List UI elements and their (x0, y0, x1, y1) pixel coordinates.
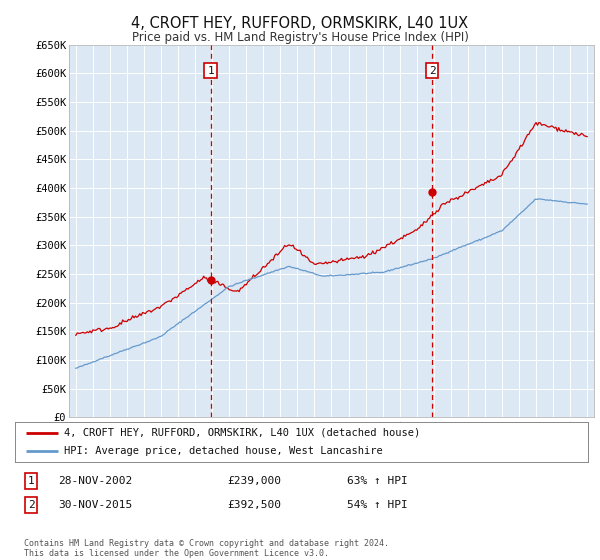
Text: 4, CROFT HEY, RUFFORD, ORMSKIRK, L40 1UX: 4, CROFT HEY, RUFFORD, ORMSKIRK, L40 1UX (131, 16, 469, 31)
Text: 63% ↑ HPI: 63% ↑ HPI (347, 476, 408, 486)
Text: HPI: Average price, detached house, West Lancashire: HPI: Average price, detached house, West… (64, 446, 382, 456)
Text: 1: 1 (207, 66, 214, 76)
Text: 2: 2 (28, 500, 34, 510)
Text: 2: 2 (429, 66, 436, 76)
Text: 54% ↑ HPI: 54% ↑ HPI (347, 500, 408, 510)
Text: Contains HM Land Registry data © Crown copyright and database right 2024.
This d: Contains HM Land Registry data © Crown c… (23, 539, 389, 558)
Text: 4, CROFT HEY, RUFFORD, ORMSKIRK, L40 1UX (detached house): 4, CROFT HEY, RUFFORD, ORMSKIRK, L40 1UX… (64, 428, 420, 437)
Text: 30-NOV-2015: 30-NOV-2015 (58, 500, 132, 510)
Text: £239,000: £239,000 (227, 476, 281, 486)
Text: 1: 1 (28, 476, 34, 486)
Text: Price paid vs. HM Land Registry's House Price Index (HPI): Price paid vs. HM Land Registry's House … (131, 31, 469, 44)
Text: 28-NOV-2002: 28-NOV-2002 (58, 476, 132, 486)
Text: £392,500: £392,500 (227, 500, 281, 510)
